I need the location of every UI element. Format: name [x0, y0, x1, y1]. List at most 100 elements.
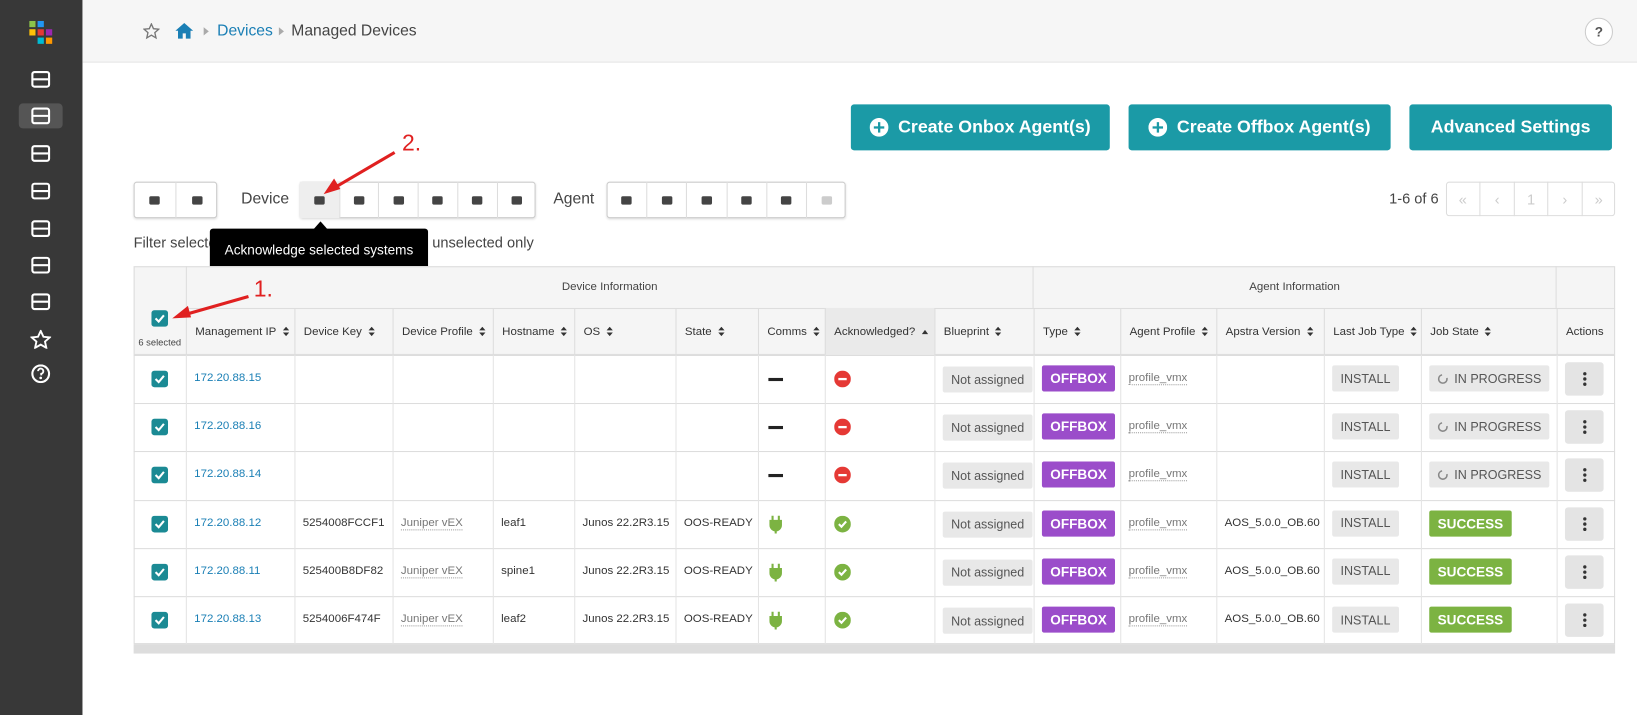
comms-icon	[769, 515, 782, 534]
nav-icon[interactable]	[30, 106, 51, 125]
actions-button[interactable]	[1564, 458, 1604, 493]
pagination-button[interactable]: »	[1581, 181, 1615, 217]
action-button[interactable]: Create Onbox Agent(s)	[850, 104, 1110, 151]
column-header[interactable]: Management IP	[185, 307, 295, 355]
cell-text[interactable]: profile_vmx	[1128, 564, 1188, 579]
toolbar-button[interactable]	[457, 181, 496, 219]
nav-icon[interactable]	[30, 364, 51, 384]
cell-text[interactable]: 172.20.88.11	[194, 564, 261, 578]
tooltip-arrow	[313, 221, 328, 230]
checkbox[interactable]	[151, 310, 169, 327]
toolbar-button[interactable]	[496, 181, 535, 219]
toolbar-button[interactable]	[175, 181, 217, 219]
column-header[interactable]: OS	[574, 307, 675, 355]
help-button[interactable]: ?	[1584, 17, 1613, 46]
header-label: Job State	[1430, 325, 1479, 338]
actions-button[interactable]	[1564, 603, 1604, 637]
badge: OFFBOX	[1041, 461, 1116, 488]
toolbar-icon	[821, 195, 832, 205]
pagination-button[interactable]: ›	[1547, 181, 1581, 217]
cell-border	[294, 354, 296, 404]
badge-label: Not assigned	[951, 468, 1025, 484]
cell-text: AOS_5.0.0_OB.60	[1224, 564, 1320, 578]
cell-text[interactable]: Juniper vEX	[400, 612, 463, 627]
badge-label: Not assigned	[951, 565, 1025, 580]
nav-icon[interactable]	[30, 219, 51, 238]
toolbar-button[interactable]	[805, 181, 846, 219]
column-header[interactable]: Apstra Version	[1216, 307, 1324, 355]
checkbox[interactable]	[151, 515, 169, 533]
actions-button[interactable]	[1564, 555, 1604, 589]
badge-label: INSTALL	[1340, 515, 1391, 531]
nav-icon[interactable]	[30, 70, 51, 89]
toolbar-button[interactable]	[646, 181, 686, 219]
cell-text[interactable]: 172.20.88.16	[194, 419, 262, 433]
checkbox[interactable]	[151, 418, 169, 436]
column-header[interactable]: Device Key	[294, 307, 392, 355]
cell-text[interactable]: 172.20.88.15	[194, 371, 262, 385]
column-header[interactable]: Device Profile	[392, 307, 493, 355]
toolbar-button[interactable]	[338, 181, 378, 219]
nav-icon[interactable]	[30, 329, 52, 349]
comms-icon	[768, 426, 784, 430]
pagination-button[interactable]: 1	[1513, 181, 1548, 217]
column-header[interactable]: Job State	[1420, 307, 1557, 355]
cell-border	[574, 596, 576, 645]
cell-text[interactable]: Juniper vEX	[400, 564, 463, 579]
nav-icon[interactable]	[30, 256, 51, 275]
column-header[interactable]: Blueprint	[934, 307, 1033, 355]
home-icon[interactable]	[174, 22, 194, 40]
pagination-button[interactable]: ‹	[1479, 181, 1514, 217]
column-header[interactable]: Comms	[757, 307, 825, 355]
button-label: Create Onbox Agent(s)	[898, 116, 1091, 137]
toolbar-button[interactable]	[686, 181, 726, 219]
header-label: Apstra Version	[1225, 325, 1301, 338]
checkbox[interactable]	[151, 467, 169, 484]
action-button[interactable]: Create Offbox Agent(s)	[1128, 104, 1391, 151]
favorite-star[interactable]	[143, 22, 160, 40]
sort-icon	[479, 326, 486, 337]
column-header[interactable]: Hostname	[492, 307, 574, 355]
toolbar-button[interactable]	[607, 182, 647, 219]
nav-icon[interactable]	[30, 182, 51, 201]
nav-icon[interactable]	[30, 144, 51, 163]
checkbox[interactable]	[151, 611, 169, 629]
cell-text[interactable]: Juniper vEX	[400, 516, 463, 530]
checkbox[interactable]	[151, 370, 169, 388]
toolbar-button[interactable]	[134, 182, 176, 219]
header-label: OS	[583, 325, 601, 338]
toolbar-button[interactable]	[378, 181, 417, 219]
actions-button[interactable]	[1564, 506, 1604, 541]
badge-label: IN PROGRESS	[1454, 419, 1542, 434]
cell-text[interactable]: profile_vmx	[1128, 371, 1188, 386]
action-button[interactable]: Advanced Settings	[1409, 104, 1612, 151]
column-header[interactable]: Last Job Type	[1323, 307, 1421, 355]
cell-border	[392, 403, 394, 452]
cell-text[interactable]: 172.20.88.12	[194, 516, 262, 529]
cell-text[interactable]: profile_vmx	[1128, 516, 1188, 530]
nav-icon[interactable]	[30, 292, 51, 311]
sort-icon	[1410, 326, 1418, 337]
cell-text[interactable]: 172.20.88.13	[194, 612, 262, 626]
checkbox[interactable]	[151, 563, 169, 581]
filter-unselected[interactable]: unselected only	[432, 233, 534, 251]
breadcrumb-link[interactable]: Devices	[217, 21, 273, 40]
cell-border	[392, 451, 394, 500]
toolbar-button[interactable]	[766, 181, 806, 219]
toolbar-button[interactable]	[726, 181, 766, 219]
column-header[interactable]: State	[675, 307, 757, 355]
toolbar-button[interactable]	[417, 181, 457, 219]
cell-text[interactable]: profile_vmx	[1128, 468, 1188, 482]
cell-text: AOS_5.0.0_OB.60	[1224, 516, 1320, 529]
column-header[interactable]: Acknowledged?	[824, 307, 935, 355]
actions-button[interactable]	[1564, 362, 1604, 396]
cell-text[interactable]: profile_vmx	[1128, 419, 1188, 434]
column-header[interactable]: Type	[1033, 307, 1121, 355]
pagination-button[interactable]: «	[1458, 190, 1467, 208]
sort-icon	[717, 326, 725, 337]
column-header[interactable]: Agent Profile	[1120, 307, 1216, 355]
actions-button[interactable]	[1564, 410, 1604, 444]
filter-selected[interactable]: Filter selected	[133, 233, 225, 251]
cell-text[interactable]: 172.20.88.14	[194, 468, 262, 481]
cell-text[interactable]: profile_vmx	[1128, 612, 1188, 627]
